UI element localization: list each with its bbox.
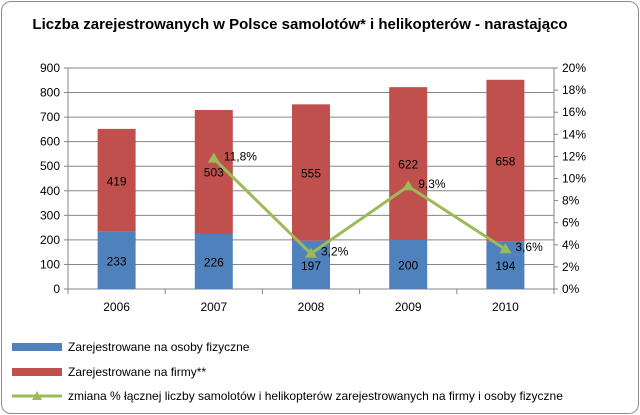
data-label-firmy: 658 xyxy=(495,155,515,169)
legend-line-marker-icon xyxy=(12,391,62,400)
data-label-firmy: 503 xyxy=(204,166,224,180)
y-tick-label-left: 400 xyxy=(40,184,60,198)
y-tick-label-right: 0% xyxy=(562,282,580,296)
chart-title: Liczba zarejestrowanych w Polsce samolot… xyxy=(32,16,568,33)
legend-swatch-blue xyxy=(12,343,62,351)
y-tick-label-right: 14% xyxy=(562,127,586,141)
x-tick-label: 2008 xyxy=(298,300,325,314)
legend-label: Zarejestrowane na osoby fizyczne xyxy=(68,340,250,354)
bar-firmy xyxy=(292,104,330,241)
data-label-zmiana: 9,3% xyxy=(418,177,446,191)
y-tick-label-left: 500 xyxy=(40,159,60,173)
y-tick-label-left: 900 xyxy=(40,61,60,75)
bar-firmy xyxy=(97,128,136,232)
line-point-marker xyxy=(499,243,512,254)
x-tick-label: 2007 xyxy=(200,300,227,314)
line-point-marker xyxy=(402,180,415,191)
y-tick-label-left: 0 xyxy=(53,282,60,296)
legend-swatch-red xyxy=(12,368,62,376)
y-tick-label-right: 10% xyxy=(562,172,586,186)
y-tick-label-right: 4% xyxy=(562,238,580,252)
line-point-marker xyxy=(207,152,220,163)
data-label-osoby-fizyczne: 194 xyxy=(495,259,515,273)
legend-label: zmiana % łącznej liczby samolotów i heli… xyxy=(68,389,563,403)
y-tick-label-left: 600 xyxy=(40,135,60,149)
data-label-firmy: 555 xyxy=(301,166,321,180)
x-tick-label: 2010 xyxy=(492,300,519,314)
data-label-firmy: 622 xyxy=(398,158,418,172)
bar-firmy xyxy=(486,79,525,242)
data-label-osoby-fizyczne: 197 xyxy=(301,259,321,273)
data-label-osoby-fizyczne: 200 xyxy=(398,258,418,272)
y-tick-label-right: 8% xyxy=(562,194,580,208)
data-label-firmy: 419 xyxy=(107,174,127,188)
x-tick-label: 2009 xyxy=(395,300,422,314)
y-tick-label-right: 16% xyxy=(562,105,586,119)
y-tick-label-left: 200 xyxy=(40,233,60,247)
line-point-marker xyxy=(305,247,317,258)
data-label-zmiana: 3,2% xyxy=(321,245,349,259)
bar-osoby-fizyczne xyxy=(389,239,428,289)
y-tick-label-left: 100 xyxy=(40,257,60,271)
x-tick-label: 2006 xyxy=(103,300,130,314)
bar-firmy xyxy=(389,87,428,240)
data-label-osoby-fizyczne: 233 xyxy=(107,254,127,268)
data-label-zmiana: 11,8% xyxy=(224,150,257,164)
y-tick-label-right: 20% xyxy=(562,61,586,75)
data-label-zmiana: 3,6% xyxy=(515,240,543,254)
data-label-osoby-fizyczne: 226 xyxy=(204,255,224,269)
y-tick-label-left: 700 xyxy=(40,110,60,124)
y-tick-label-right: 18% xyxy=(562,83,586,97)
line-zmiana-procentowa xyxy=(212,157,507,256)
bar-osoby-fizyczne xyxy=(97,231,136,289)
bar-osoby-fizyczne xyxy=(194,233,233,289)
y-tick-label-left: 300 xyxy=(40,208,60,222)
legend-label: Zarejestrowane na firmy** xyxy=(68,365,207,379)
y-tick-label-left: 800 xyxy=(40,86,60,100)
y-tick-label-right: 2% xyxy=(562,260,580,274)
y-tick-label-right: 12% xyxy=(562,149,586,163)
y-tick-label-right: 6% xyxy=(562,216,580,230)
